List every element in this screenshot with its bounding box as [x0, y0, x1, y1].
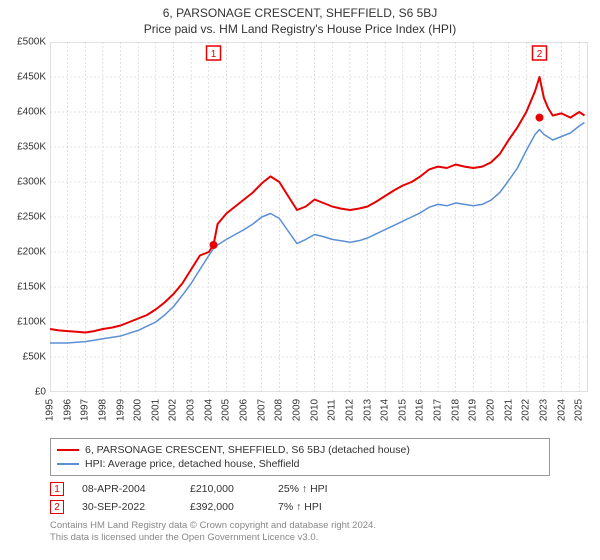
legend-label: 6, PARSONAGE CRESCENT, SHEFFIELD, S6 5BJ… [85, 444, 410, 456]
x-tick-label: 2021 [503, 399, 514, 421]
x-tick-label: 2009 [291, 399, 302, 421]
x-tick-label: 2008 [274, 399, 285, 421]
x-tick-label: 2002 [168, 399, 179, 421]
footer-attribution: Contains HM Land Registry data © Crown c… [50, 520, 550, 545]
x-tick-label: 2004 [203, 399, 214, 421]
y-tick-label: £100K [17, 317, 46, 328]
marker-date: 08-APR-2004 [82, 483, 172, 495]
x-axis-labels: 1995199619971998199920002001200220032004… [50, 392, 588, 432]
x-tick-label: 2022 [521, 399, 532, 421]
x-tick-label: 2023 [538, 399, 549, 421]
y-tick-label: £500K [17, 37, 46, 48]
x-tick-label: 2006 [239, 399, 250, 421]
svg-text:1: 1 [211, 49, 217, 60]
x-tick-label: 2003 [186, 399, 197, 421]
marker-price: £210,000 [190, 483, 260, 495]
x-tick-label: 2013 [362, 399, 373, 421]
y-tick-label: £300K [17, 177, 46, 188]
x-tick-label: 2012 [344, 399, 355, 421]
x-tick-label: 2010 [309, 399, 320, 421]
y-tick-label: £150K [17, 282, 46, 293]
marker-badge: 1 [50, 482, 64, 496]
line-chart: 12 [50, 42, 588, 392]
footer-line-2: This data is licensed under the Open Gov… [50, 532, 550, 544]
marker-pct: 25% ↑ HPI [278, 483, 358, 495]
x-tick-label: 2014 [380, 399, 391, 421]
footer-line-1: Contains HM Land Registry data © Crown c… [50, 520, 550, 532]
legend-item: HPI: Average price, detached house, Shef… [57, 457, 543, 471]
legend-swatch [57, 449, 79, 451]
marker-table: 1 08-APR-2004 £210,000 25% ↑ HPI 2 30-SEP-202… [50, 480, 550, 516]
x-tick-label: 1995 [45, 399, 56, 421]
x-tick-label: 2007 [256, 399, 267, 421]
x-tick-label: 2025 [574, 399, 585, 421]
x-tick-label: 1996 [62, 399, 73, 421]
y-tick-label: £400K [17, 107, 46, 118]
legend-swatch [57, 463, 79, 465]
x-tick-label: 2017 [433, 399, 444, 421]
x-tick-label: 2024 [556, 399, 567, 421]
chart-area: 12 £0£50K£100K£150K£200K£250K£300K£350K£… [50, 42, 588, 392]
y-tick-label: £350K [17, 142, 46, 153]
x-tick-label: 2000 [133, 399, 144, 421]
x-tick-label: 2015 [397, 399, 408, 421]
marker-row: 2 30-SEP-2022 £392,000 7% ↑ HPI [50, 498, 550, 516]
svg-text:2: 2 [537, 49, 543, 60]
x-tick-label: 2019 [468, 399, 479, 421]
y-tick-label: £250K [17, 212, 46, 223]
x-tick-label: 2016 [415, 399, 426, 421]
chart-title: 6, PARSONAGE CRESCENT, SHEFFIELD, S6 5BJ [0, 0, 600, 20]
marker-date: 30-SEP-2022 [82, 501, 172, 513]
marker-badge: 2 [50, 500, 64, 514]
marker-price: £392,000 [190, 501, 260, 513]
marker-pct: 7% ↑ HPI [278, 501, 358, 513]
y-tick-label: £200K [17, 247, 46, 258]
x-tick-label: 1999 [115, 399, 126, 421]
legend-item: 6, PARSONAGE CRESCENT, SHEFFIELD, S6 5BJ… [57, 443, 543, 457]
x-tick-label: 2018 [450, 399, 461, 421]
x-tick-label: 2005 [221, 399, 232, 421]
x-tick-label: 2020 [485, 399, 496, 421]
x-tick-label: 1998 [97, 399, 108, 421]
legend: 6, PARSONAGE CRESCENT, SHEFFIELD, S6 5BJ… [50, 438, 550, 476]
y-tick-label: £0 [35, 387, 46, 398]
legend-label: HPI: Average price, detached house, Shef… [85, 458, 299, 470]
x-tick-label: 1997 [80, 399, 91, 421]
x-tick-label: 2011 [327, 399, 338, 421]
y-tick-label: £450K [17, 72, 46, 83]
marker-row: 1 08-APR-2004 £210,000 25% ↑ HPI [50, 480, 550, 498]
chart-subtitle: Price paid vs. HM Land Registry's House … [0, 20, 600, 42]
y-tick-label: £50K [23, 352, 46, 363]
x-tick-label: 2001 [150, 399, 161, 421]
